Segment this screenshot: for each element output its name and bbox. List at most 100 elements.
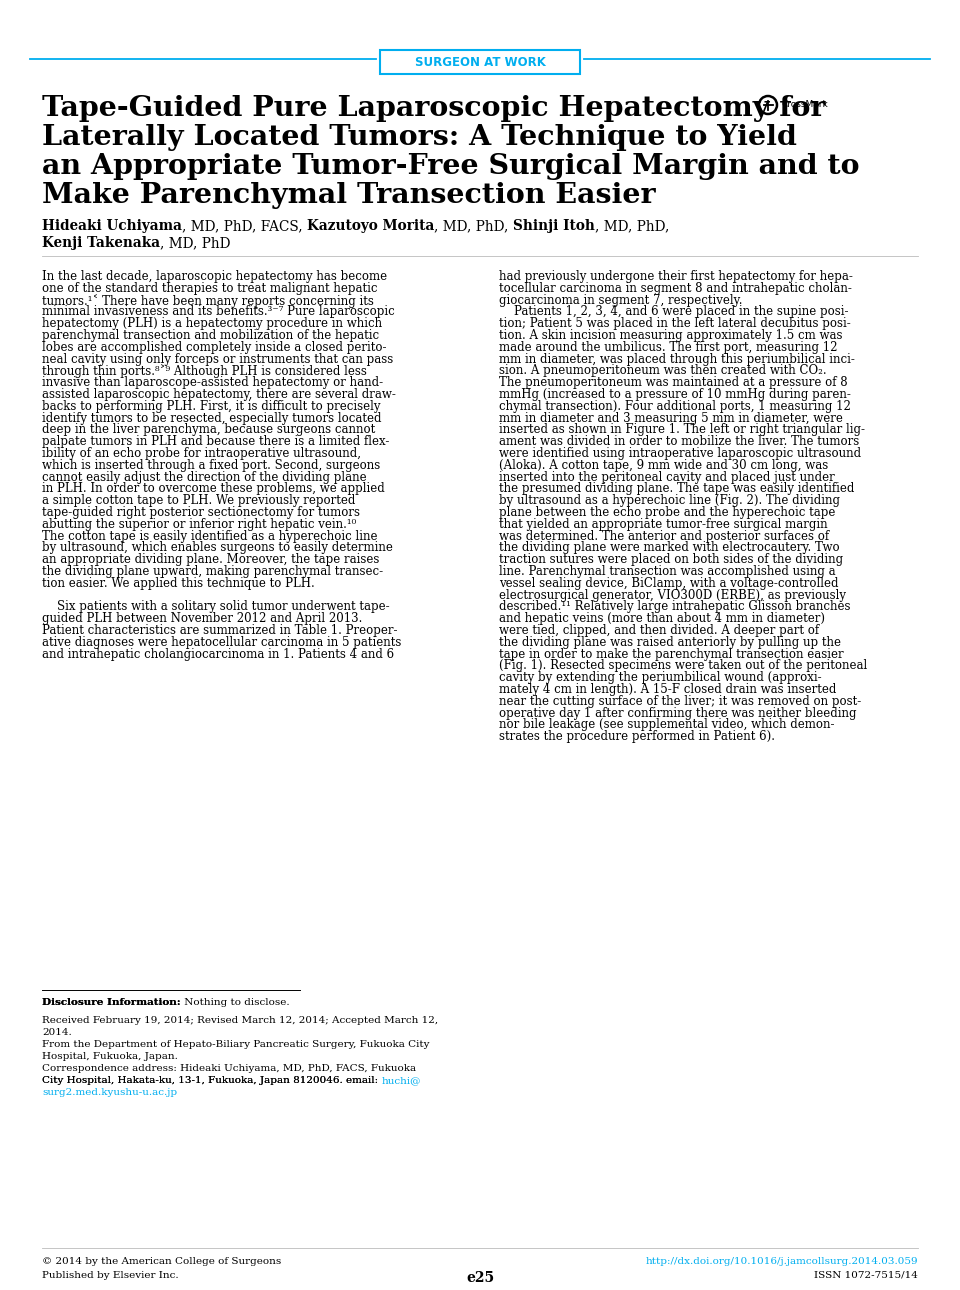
Text: Published by Elsevier Inc.: Published by Elsevier Inc. bbox=[42, 1271, 179, 1280]
Text: the presumed dividing plane. The tape was easily identified: the presumed dividing plane. The tape wa… bbox=[499, 482, 854, 495]
Text: traction sutures were placed on both sides of the dividing: traction sutures were placed on both sid… bbox=[499, 553, 843, 566]
Text: Hospital, Fukuoka, Japan.: Hospital, Fukuoka, Japan. bbox=[42, 1053, 178, 1060]
Text: cavity by extending the periumbilical wound (approxi-: cavity by extending the periumbilical wo… bbox=[499, 671, 822, 684]
Text: a simple cotton tape to PLH. We previously reported: a simple cotton tape to PLH. We previous… bbox=[42, 494, 355, 507]
Text: Kenji Takenaka: Kenji Takenaka bbox=[42, 236, 160, 250]
Text: abutting the superior or inferior right hepatic vein.¹⁰: abutting the superior or inferior right … bbox=[42, 517, 356, 530]
Text: strates the procedure performed in Patient 6).: strates the procedure performed in Patie… bbox=[499, 730, 775, 743]
Text: , MD, PhD,: , MD, PhD, bbox=[434, 219, 514, 233]
Text: which is inserted through a fixed port. Second, surgeons: which is inserted through a fixed port. … bbox=[42, 459, 380, 472]
Text: ament was divided in order to mobilize the liver. The tumors: ament was divided in order to mobilize t… bbox=[499, 435, 859, 448]
Text: mm in diameter, was placed through this periumbilical inci-: mm in diameter, was placed through this … bbox=[499, 352, 854, 365]
Text: tion easier. We applied this technique to PLH.: tion easier. We applied this technique t… bbox=[42, 577, 315, 590]
Text: had previously undergone their first hepatectomy for hepa-: had previously undergone their first hep… bbox=[499, 270, 852, 283]
Text: that yielded an appropriate tumor-free surgical margin: that yielded an appropriate tumor-free s… bbox=[499, 517, 828, 530]
Text: made around the umbilicus. The first port, measuring 12: made around the umbilicus. The first por… bbox=[499, 341, 837, 353]
Text: plane between the echo probe and the hyperechoic tape: plane between the echo probe and the hyp… bbox=[499, 506, 835, 519]
Text: Correspondence address: Hideaki Uchiyama, MD, PhD, FACS, Fukuoka: Correspondence address: Hideaki Uchiyama… bbox=[42, 1064, 416, 1073]
Text: inserted into the peritoneal cavity and placed just under: inserted into the peritoneal cavity and … bbox=[499, 471, 835, 484]
Text: minimal invasiveness and its benefits.³⁻⁷ Pure laparoscopic: minimal invasiveness and its benefits.³⁻… bbox=[42, 306, 395, 319]
Text: Six patients with a solitary solid tumor underwent tape-: Six patients with a solitary solid tumor… bbox=[42, 600, 390, 614]
Text: was determined. The anterior and posterior surfaces of: was determined. The anterior and posteri… bbox=[499, 530, 829, 543]
Text: palpate tumors in PLH and because there is a limited flex-: palpate tumors in PLH and because there … bbox=[42, 435, 390, 448]
Text: Nothing to disclose.: Nothing to disclose. bbox=[180, 998, 289, 1007]
Text: giocarcinoma in segment 7, respectively.: giocarcinoma in segment 7, respectively. bbox=[499, 294, 742, 307]
Text: Disclosure Information:: Disclosure Information: bbox=[42, 998, 180, 1007]
Text: an appropriate dividing plane. Moreover, the tape raises: an appropriate dividing plane. Moreover,… bbox=[42, 553, 379, 566]
Text: through thin ports.⁸˃⁹ Although PLH is considered less: through thin ports.⁸˃⁹ Although PLH is c… bbox=[42, 364, 367, 378]
Text: Hideaki Uchiyama: Hideaki Uchiyama bbox=[42, 219, 182, 233]
Text: one of the standard therapies to treat malignant hepatic: one of the standard therapies to treat m… bbox=[42, 281, 377, 295]
Text: CrossMark: CrossMark bbox=[782, 101, 828, 108]
Text: Kazutoyo Morita: Kazutoyo Morita bbox=[307, 219, 434, 233]
Text: SURGEON AT WORK: SURGEON AT WORK bbox=[415, 55, 545, 68]
Text: The cotton tape is easily identified as a hyperechoic line: The cotton tape is easily identified as … bbox=[42, 530, 377, 543]
Text: City Hospital, Hakata-ku, 13-1, Fukuoka, Japan 8120046. email:: City Hospital, Hakata-ku, 13-1, Fukuoka,… bbox=[42, 1076, 381, 1085]
Text: tion. A skin incision measuring approximately 1.5 cm was: tion. A skin incision measuring approxim… bbox=[499, 329, 843, 342]
Text: operative day 1 after confirming there was neither bleeding: operative day 1 after confirming there w… bbox=[499, 707, 856, 720]
Text: 2014.: 2014. bbox=[42, 1028, 72, 1037]
Text: sion. A pneumoperitoneum was then created with CO₂.: sion. A pneumoperitoneum was then create… bbox=[499, 364, 827, 378]
Text: mmHg (increased to a pressure of 10 mmHg during paren-: mmHg (increased to a pressure of 10 mmHg… bbox=[499, 388, 851, 401]
Text: inserted as shown in Figure 1. The left or right triangular lig-: inserted as shown in Figure 1. The left … bbox=[499, 423, 865, 436]
Text: nor bile leakage (see supplemental video, which demon-: nor bile leakage (see supplemental video… bbox=[499, 719, 834, 731]
Text: tumors.¹˂ There have been many reports concerning its: tumors.¹˂ There have been many reports c… bbox=[42, 294, 373, 307]
Text: From the Department of Hepato-Biliary Pancreatic Surgery, Fukuoka City: From the Department of Hepato-Biliary Pa… bbox=[42, 1040, 429, 1049]
Text: Tape-Guided Pure Laparoscopic Hepatectomy for: Tape-Guided Pure Laparoscopic Hepatectom… bbox=[42, 95, 826, 123]
Text: identify tumors to be resected, especially tumors located: identify tumors to be resected, especial… bbox=[42, 412, 381, 424]
Text: tion; Patient 5 was placed in the left lateral decubitus posi-: tion; Patient 5 was placed in the left l… bbox=[499, 317, 851, 330]
Text: by ultrasound, which enables surgeons to easily determine: by ultrasound, which enables surgeons to… bbox=[42, 542, 393, 555]
Text: an Appropriate Tumor-Free Surgical Margin and to: an Appropriate Tumor-Free Surgical Margi… bbox=[42, 154, 859, 181]
Text: cannot easily adjust the direction of the dividing plane: cannot easily adjust the direction of th… bbox=[42, 471, 367, 484]
Text: ISSN 1072-7515/14: ISSN 1072-7515/14 bbox=[814, 1271, 918, 1280]
Text: Patient characteristics are summarized in Table 1. Preoper-: Patient characteristics are summarized i… bbox=[42, 624, 397, 637]
Text: Disclosure Information:: Disclosure Information: bbox=[42, 998, 180, 1007]
Text: electrosurgical generator, VIO300D (ERBE), as previously: electrosurgical generator, VIO300D (ERBE… bbox=[499, 588, 846, 601]
Text: surg2.med.kyushu-u.ac.jp: surg2.med.kyushu-u.ac.jp bbox=[42, 1087, 178, 1096]
Text: , MD, PhD: , MD, PhD bbox=[160, 236, 230, 250]
Text: ative diagnoses were hepatocellular carcinoma in 5 patients: ative diagnoses were hepatocellular carc… bbox=[42, 636, 401, 649]
Text: © 2014 by the American College of Surgeons: © 2014 by the American College of Surgeo… bbox=[42, 1256, 281, 1265]
Text: were tied, clipped, and then divided. A deeper part of: were tied, clipped, and then divided. A … bbox=[499, 624, 819, 637]
Text: described.¹¹ Relatively large intrahepatic Glisson branches: described.¹¹ Relatively large intrahepat… bbox=[499, 600, 851, 614]
Text: line. Parenchymal transection was accomplished using a: line. Parenchymal transection was accomp… bbox=[499, 565, 835, 578]
Text: the dividing plane was raised anteriorly by pulling up the: the dividing plane was raised anteriorly… bbox=[499, 636, 841, 649]
Text: deep in the liver parenchyma, because surgeons cannot: deep in the liver parenchyma, because su… bbox=[42, 423, 375, 436]
Text: e25: e25 bbox=[466, 1271, 494, 1285]
Text: , MD, PhD,: , MD, PhD, bbox=[595, 219, 669, 233]
Text: mately 4 cm in length). A 15-F closed drain was inserted: mately 4 cm in length). A 15-F closed dr… bbox=[499, 682, 836, 697]
Text: Shinji Itoh: Shinji Itoh bbox=[514, 219, 595, 233]
Text: The pneumoperitoneum was maintained at a pressure of 8: The pneumoperitoneum was maintained at a… bbox=[499, 377, 848, 390]
Text: hepatectomy (PLH) is a hepatectomy procedure in which: hepatectomy (PLH) is a hepatectomy proce… bbox=[42, 317, 382, 330]
Text: were identified using intraoperative laparoscopic ultrasound: were identified using intraoperative lap… bbox=[499, 448, 861, 461]
Text: Received February 19, 2014; Revised March 12, 2014; Accepted March 12,: Received February 19, 2014; Revised Marc… bbox=[42, 1017, 438, 1026]
Text: tocellular carcinoma in segment 8 and intrahepatic cholan-: tocellular carcinoma in segment 8 and in… bbox=[499, 281, 852, 295]
Text: huchi@: huchi@ bbox=[381, 1076, 420, 1085]
Text: tape in order to make the parenchymal transection easier: tape in order to make the parenchymal tr… bbox=[499, 648, 844, 660]
Text: In the last decade, laparoscopic hepatectomy has become: In the last decade, laparoscopic hepatec… bbox=[42, 270, 387, 283]
Text: City Hospital, Hakata-ku, 13-1, Fukuoka, Japan 8120046. email:: City Hospital, Hakata-ku, 13-1, Fukuoka,… bbox=[42, 1076, 381, 1085]
Text: mm in diameter and 3 measuring 5 mm in diameter, were: mm in diameter and 3 measuring 5 mm in d… bbox=[499, 412, 843, 424]
Text: Laterally Located Tumors: A Technique to Yield: Laterally Located Tumors: A Technique to… bbox=[42, 124, 797, 151]
Text: in PLH. In order to overcome these problems, we applied: in PLH. In order to overcome these probl… bbox=[42, 482, 385, 495]
Text: , MD, PhD, FACS,: , MD, PhD, FACS, bbox=[182, 219, 307, 233]
Text: http://dx.doi.org/10.1016/j.jamcollsurg.2014.03.059: http://dx.doi.org/10.1016/j.jamcollsurg.… bbox=[645, 1256, 918, 1265]
Text: tape-guided right posterior sectionectomy for tumors: tape-guided right posterior sectionectom… bbox=[42, 506, 360, 519]
Text: vessel sealing device, BiClamp, with a voltage-controlled: vessel sealing device, BiClamp, with a v… bbox=[499, 577, 838, 590]
Text: and intrahepatic cholangiocarcinoma in 1. Patients 4 and 6: and intrahepatic cholangiocarcinoma in 1… bbox=[42, 648, 395, 660]
Text: Make Parenchymal Transection Easier: Make Parenchymal Transection Easier bbox=[42, 182, 656, 209]
Text: parenchymal transection and mobilization of the hepatic: parenchymal transection and mobilization… bbox=[42, 329, 379, 342]
Text: the dividing plane were marked with electrocautery. Two: the dividing plane were marked with elec… bbox=[499, 542, 840, 555]
Text: (Fig. 1). Resected specimens were taken out of the peritoneal: (Fig. 1). Resected specimens were taken … bbox=[499, 659, 867, 672]
Text: lobes are accomplished completely inside a closed perito-: lobes are accomplished completely inside… bbox=[42, 341, 387, 353]
FancyBboxPatch shape bbox=[380, 50, 580, 74]
Text: near the cutting surface of the liver; it was removed on post-: near the cutting surface of the liver; i… bbox=[499, 695, 861, 708]
Text: the dividing plane upward, making parenchymal transec-: the dividing plane upward, making parenc… bbox=[42, 565, 383, 578]
Text: chymal transection). Four additional ports, 1 measuring 12: chymal transection). Four additional por… bbox=[499, 400, 851, 413]
Text: by ultrasound as a hyperechoic line (Fig. 2). The dividing: by ultrasound as a hyperechoic line (Fig… bbox=[499, 494, 840, 507]
Text: and hepatic veins (more than about 4 mm in diameter): and hepatic veins (more than about 4 mm … bbox=[499, 613, 825, 626]
Text: assisted laparoscopic hepatectomy, there are several draw-: assisted laparoscopic hepatectomy, there… bbox=[42, 388, 396, 401]
Text: backs to performing PLH. First, it is difficult to precisely: backs to performing PLH. First, it is di… bbox=[42, 400, 380, 413]
Text: neal cavity using only forceps or instruments that can pass: neal cavity using only forceps or instru… bbox=[42, 352, 394, 365]
Text: guided PLH between November 2012 and April 2013.: guided PLH between November 2012 and Apr… bbox=[42, 613, 362, 626]
